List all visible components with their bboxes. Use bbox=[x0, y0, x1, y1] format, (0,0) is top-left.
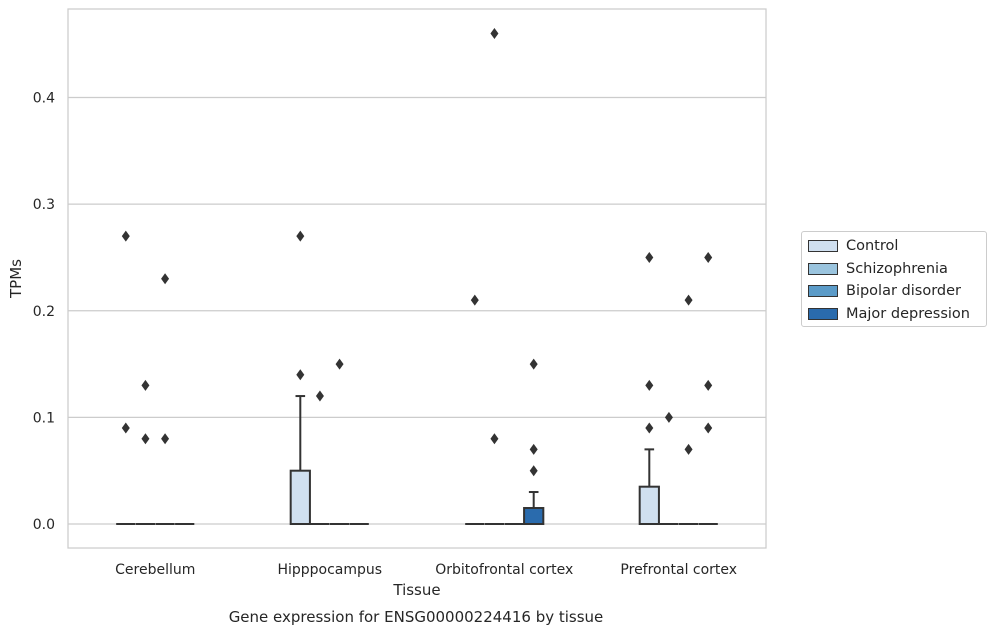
legend-swatch bbox=[808, 285, 838, 298]
outlier-point bbox=[161, 273, 170, 285]
box-bipolar-disorder bbox=[678, 294, 699, 526]
legend-label: Control bbox=[846, 238, 899, 255]
box-control bbox=[289, 230, 311, 526]
box-bipolar-disorder bbox=[155, 273, 175, 526]
outlier-point bbox=[704, 251, 713, 263]
outlier-point bbox=[490, 433, 499, 445]
legend-swatch bbox=[808, 262, 838, 275]
outlier-point bbox=[684, 443, 693, 455]
box-body bbox=[523, 507, 545, 526]
box-schizophrenia bbox=[310, 390, 330, 526]
outlier-point bbox=[664, 411, 673, 423]
x-tick-labels: Cerebellum Hipppocampus Orbitofrontal cort… bbox=[115, 562, 737, 578]
y-tick-label: 0.3 bbox=[33, 197, 55, 213]
outlier-point bbox=[490, 28, 499, 40]
box-plots bbox=[116, 28, 718, 526]
legend-item: Schizophrenia bbox=[808, 258, 986, 281]
box-schizophrenia bbox=[484, 28, 505, 526]
legend-swatch bbox=[808, 240, 838, 253]
y-tick-label: 0.4 bbox=[33, 91, 55, 107]
legend-label: Schizophrenia bbox=[846, 260, 948, 277]
y-tick-label: 0.2 bbox=[33, 304, 55, 320]
chart-title: Gene expression for ENSG00000224416 by t… bbox=[229, 608, 604, 626]
y-tick-label: 0.1 bbox=[33, 410, 55, 426]
outlier-point bbox=[315, 390, 324, 402]
box-major-depression bbox=[523, 358, 545, 526]
box-schizophrenia bbox=[135, 379, 156, 526]
outlier-point bbox=[141, 433, 150, 445]
box-control bbox=[465, 294, 485, 526]
legend-label: Major depression bbox=[846, 305, 970, 322]
outlier-point bbox=[645, 251, 654, 263]
gridlines bbox=[68, 96, 766, 525]
legend-item: Bipolar disorder bbox=[808, 280, 986, 303]
box-control bbox=[638, 251, 660, 526]
outlier-point bbox=[529, 443, 538, 455]
outlier-point bbox=[296, 369, 305, 381]
outlier-point bbox=[704, 379, 713, 391]
outlier-point bbox=[645, 379, 654, 391]
outlier-point bbox=[141, 379, 150, 391]
legend-swatch bbox=[808, 307, 838, 320]
outlier-point bbox=[704, 422, 713, 434]
legend-label: Bipolar disorder bbox=[846, 283, 961, 300]
x-axis-label: Tissue bbox=[392, 581, 440, 599]
outlier-point bbox=[335, 358, 344, 370]
box-major-depression bbox=[698, 251, 718, 526]
y-axis-label: TPMs bbox=[7, 259, 25, 299]
outlier-point bbox=[470, 294, 479, 306]
outlier-point bbox=[529, 465, 538, 477]
box-bipolar-disorder bbox=[329, 358, 350, 526]
legend-item: Control bbox=[808, 235, 986, 258]
x-tick-label: Hipppocampus bbox=[277, 562, 382, 578]
y-tick-labels: 0.0 0.1 0.2 0.3 0.4 bbox=[33, 91, 55, 534]
outlier-point bbox=[529, 358, 538, 370]
outlier-point bbox=[161, 433, 170, 445]
x-tick-label: Prefrontal cortex bbox=[620, 562, 737, 578]
outlier-point bbox=[296, 230, 305, 242]
outlier-point bbox=[684, 294, 693, 306]
box-control bbox=[116, 230, 136, 526]
box-schizophrenia bbox=[659, 411, 679, 526]
outlier-point bbox=[121, 230, 130, 242]
x-tick-label: Cerebellum bbox=[115, 562, 195, 578]
box-body bbox=[289, 469, 311, 526]
box-body bbox=[638, 485, 660, 526]
legend-item: Major depression bbox=[808, 303, 986, 326]
outlier-point bbox=[121, 422, 130, 434]
plot-frame bbox=[67, 8, 767, 549]
legend: Control Schizophrenia Bipolar disorder Majo… bbox=[801, 231, 987, 327]
y-tick-label: 0.0 bbox=[33, 517, 55, 533]
x-tick-label: Orbitofrontal cortex bbox=[435, 562, 573, 578]
outlier-point bbox=[645, 422, 654, 434]
